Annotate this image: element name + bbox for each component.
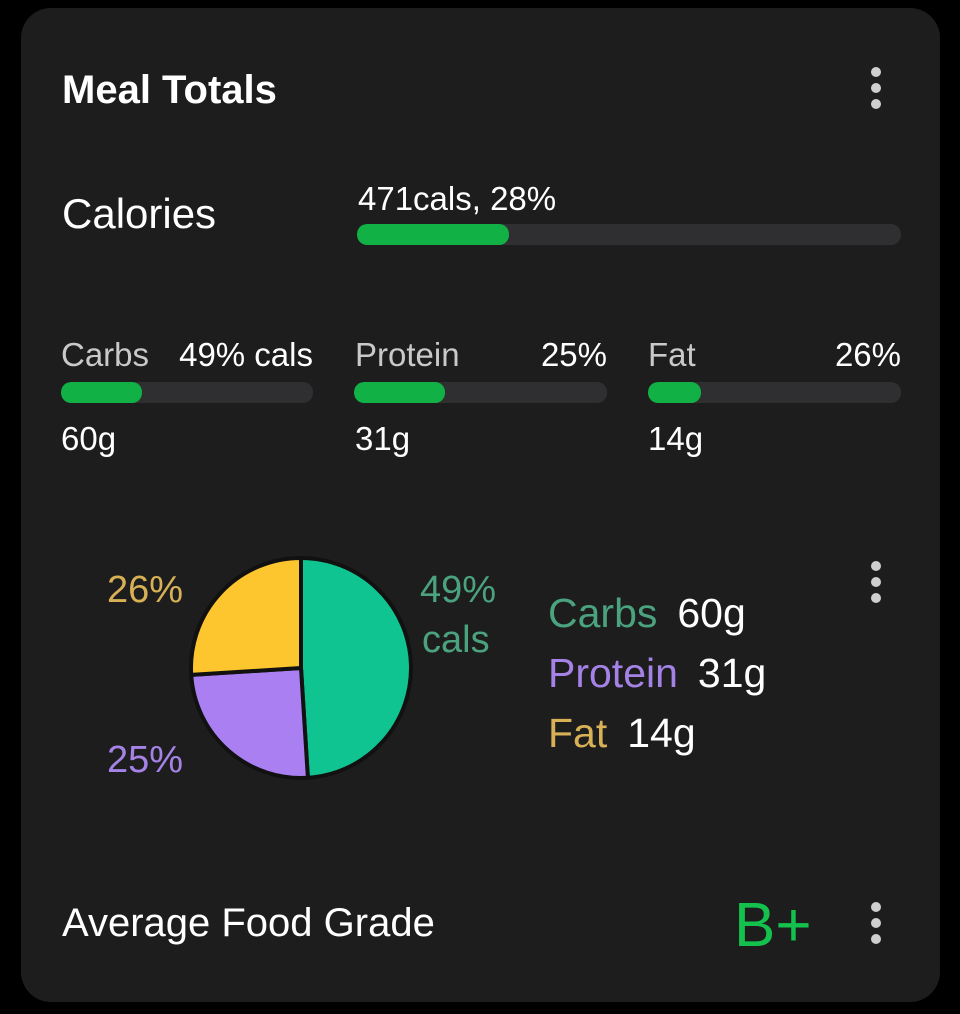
legend-fat-name: Fat bbox=[548, 710, 608, 756]
pie-slice-protein bbox=[189, 666, 310, 780]
legend-fat-value: 14g bbox=[627, 710, 696, 756]
more-vertical-icon[interactable] bbox=[856, 63, 896, 113]
pie-slice-carbs bbox=[299, 556, 413, 780]
pie-label-carbs-unit: cals bbox=[422, 619, 490, 661]
protein-progress-fill bbox=[354, 382, 446, 403]
macro-pie-chart bbox=[189, 556, 413, 780]
more-vertical-icon[interactable] bbox=[856, 898, 896, 948]
legend-protein: Protein 31g bbox=[548, 648, 766, 698]
pie-label-protein: 25% bbox=[107, 739, 184, 781]
legend-fat: Fat 14g bbox=[548, 708, 696, 758]
carbs-percent: 49% cals bbox=[179, 336, 313, 373]
fat-progress-fill bbox=[648, 382, 702, 403]
pie-slice-fat bbox=[189, 556, 303, 677]
average-food-grade-value: B+ bbox=[734, 891, 812, 960]
meal-totals-card: Meal Totals Calories 471cals, 28% Carbs … bbox=[21, 8, 940, 1002]
pie-label-fat: 26% bbox=[107, 569, 184, 611]
card-title: Meal Totals bbox=[62, 68, 277, 112]
more-vertical-icon[interactable] bbox=[856, 557, 896, 607]
calories-progress-bar bbox=[357, 224, 901, 245]
legend-carbs-name: Carbs bbox=[548, 590, 658, 636]
legend-protein-name: Protein bbox=[548, 650, 678, 696]
protein-label: Protein bbox=[355, 336, 460, 373]
average-food-grade-label: Average Food Grade bbox=[62, 901, 435, 945]
legend-carbs-value: 60g bbox=[677, 590, 746, 636]
carbs-grams: 60g bbox=[61, 420, 117, 457]
fat-percent: 26% bbox=[834, 336, 901, 373]
calories-progress-fill bbox=[357, 224, 510, 245]
calories-label: Calories bbox=[62, 190, 217, 237]
protein-grams: 31g bbox=[355, 420, 411, 457]
protein-progress-bar bbox=[354, 382, 607, 403]
fat-label: Fat bbox=[648, 336, 696, 373]
legend-protein-value: 31g bbox=[697, 650, 767, 696]
calories-value: 471cals, 28% bbox=[358, 180, 557, 217]
legend-carbs: Carbs 60g bbox=[548, 588, 746, 638]
carbs-label: Carbs bbox=[61, 336, 150, 373]
pie-label-carbs-percent: 49% bbox=[420, 569, 497, 611]
fat-progress-bar bbox=[648, 382, 901, 403]
carbs-progress-bar bbox=[61, 382, 313, 403]
fat-grams: 14g bbox=[648, 420, 704, 457]
protein-percent: 25% bbox=[540, 336, 607, 373]
carbs-progress-fill bbox=[61, 382, 142, 403]
